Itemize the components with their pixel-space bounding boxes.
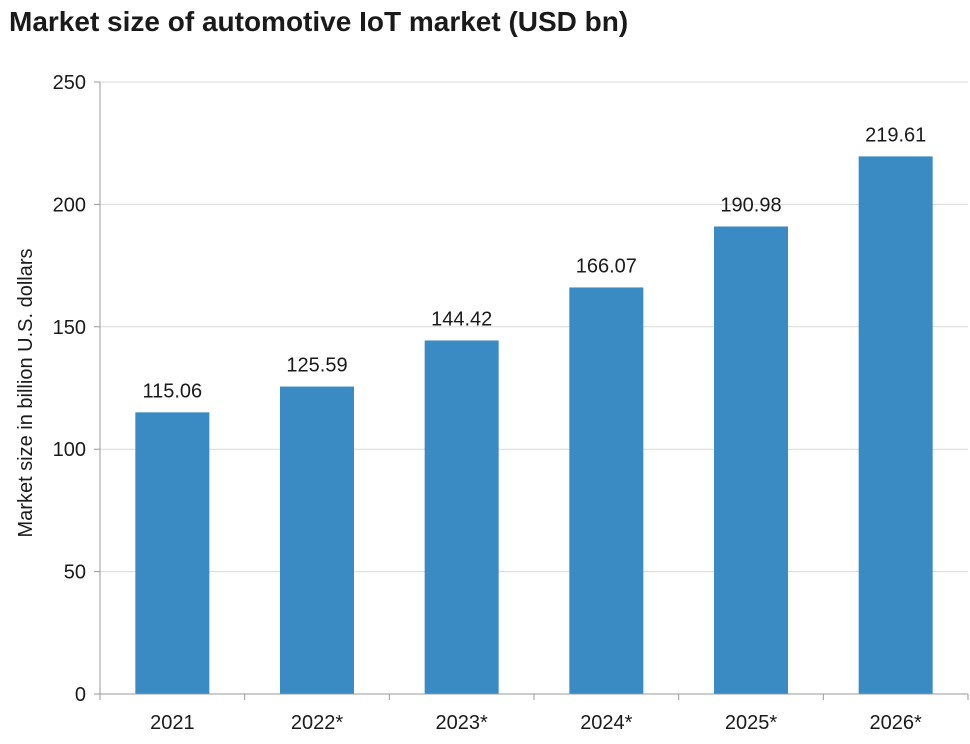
bar — [135, 412, 210, 694]
data-label: 125.59 — [286, 355, 347, 377]
y-tick-label: 0 — [75, 684, 86, 706]
x-tick-label: 2023* — [436, 712, 488, 734]
data-labels: 115.06 125.59 144.42 166.07 190.98 219.61 — [142, 124, 926, 402]
bar — [280, 386, 354, 694]
x-axis — [99, 693, 969, 700]
y-tick-label: 250 — [53, 72, 86, 94]
y-tick-label: 100 — [53, 439, 86, 461]
data-label: 166.07 — [576, 255, 637, 277]
data-label: 219.61 — [865, 124, 926, 146]
bar — [714, 226, 788, 694]
bar — [569, 287, 644, 694]
y-axis-label: Market size in billion U.S. dollars — [15, 249, 37, 538]
gridlines — [100, 81, 968, 573]
bars — [135, 156, 933, 694]
y-tick-label: 200 — [53, 194, 86, 216]
y-axis-ticks: 0 50 100 150 200 250 — [53, 72, 101, 706]
x-tick-label: 2024* — [580, 712, 632, 734]
x-tick-label: 2025* — [725, 712, 777, 734]
data-label: 115.06 — [142, 380, 202, 402]
x-tick-label: 2022* — [291, 712, 343, 734]
data-label: 144.42 — [431, 308, 492, 330]
data-label: 190.98 — [720, 194, 781, 216]
bar — [424, 340, 499, 694]
y-tick-label: 50 — [64, 562, 86, 584]
x-axis-ticks: 2021 2022* 2023* 2024* 2025* 2026* — [150, 712, 922, 734]
chart-title: Market size of automotive IoT market (US… — [9, 6, 629, 37]
bar — [858, 156, 933, 694]
x-tick-label: 2021 — [150, 712, 195, 734]
y-tick-label: 150 — [53, 317, 86, 339]
x-tick-label: 2026* — [870, 712, 922, 734]
